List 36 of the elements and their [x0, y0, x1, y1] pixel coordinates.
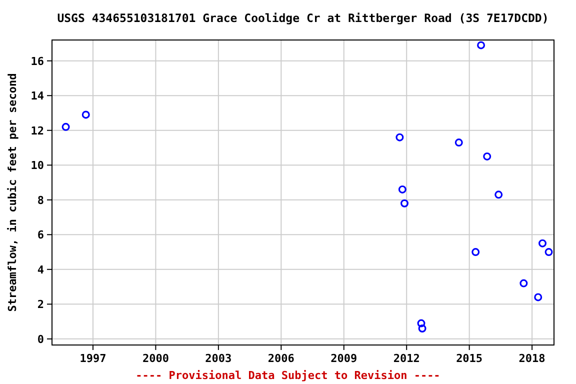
chart-title: USGS 434655103181701 Grace Coolidge Cr at Rittberger Road (3S 7E17DCDD): [57, 11, 549, 25]
x-tick-label: 2009: [330, 352, 358, 365]
y-tick-label: 8: [37, 194, 44, 207]
point: [544, 248, 553, 256]
x-tick-label: 2003: [205, 352, 232, 365]
point: [520, 279, 528, 288]
x-tick-label: 2006: [268, 352, 295, 365]
point: [494, 190, 503, 199]
y-tick-label: 6: [37, 228, 44, 242]
point: [418, 324, 426, 332]
point: [483, 152, 492, 160]
y-tick-label: 10: [30, 159, 44, 172]
point: [62, 122, 70, 131]
point: [477, 41, 486, 50]
y-tick-label: 4: [37, 263, 44, 276]
x-tick-label: 2000: [142, 352, 169, 365]
point: [396, 133, 404, 142]
x-tick-label: 2012: [393, 352, 420, 365]
y-tick-label: 0: [37, 332, 44, 346]
point: [400, 199, 409, 208]
text: ---- Provisional Data Subject to Revision ----: [136, 369, 440, 382]
point: [82, 110, 90, 119]
point: [538, 239, 546, 248]
point: [534, 293, 542, 302]
y-tick-label: 2: [37, 298, 44, 312]
point: [398, 185, 406, 194]
x-tick-label: 1997: [80, 352, 106, 365]
x-tick-label: 2018: [518, 352, 546, 365]
point: [454, 138, 463, 147]
y-tick-label: 14: [30, 90, 44, 103]
point: [417, 319, 426, 328]
y-tick-label: 12: [30, 124, 44, 138]
point: [472, 248, 480, 256]
x-tick-label: 2015: [456, 352, 483, 365]
y-tick-label: 16: [30, 54, 44, 68]
y-axis-title: Streamflow, in cubic feet per second: [6, 73, 19, 312]
